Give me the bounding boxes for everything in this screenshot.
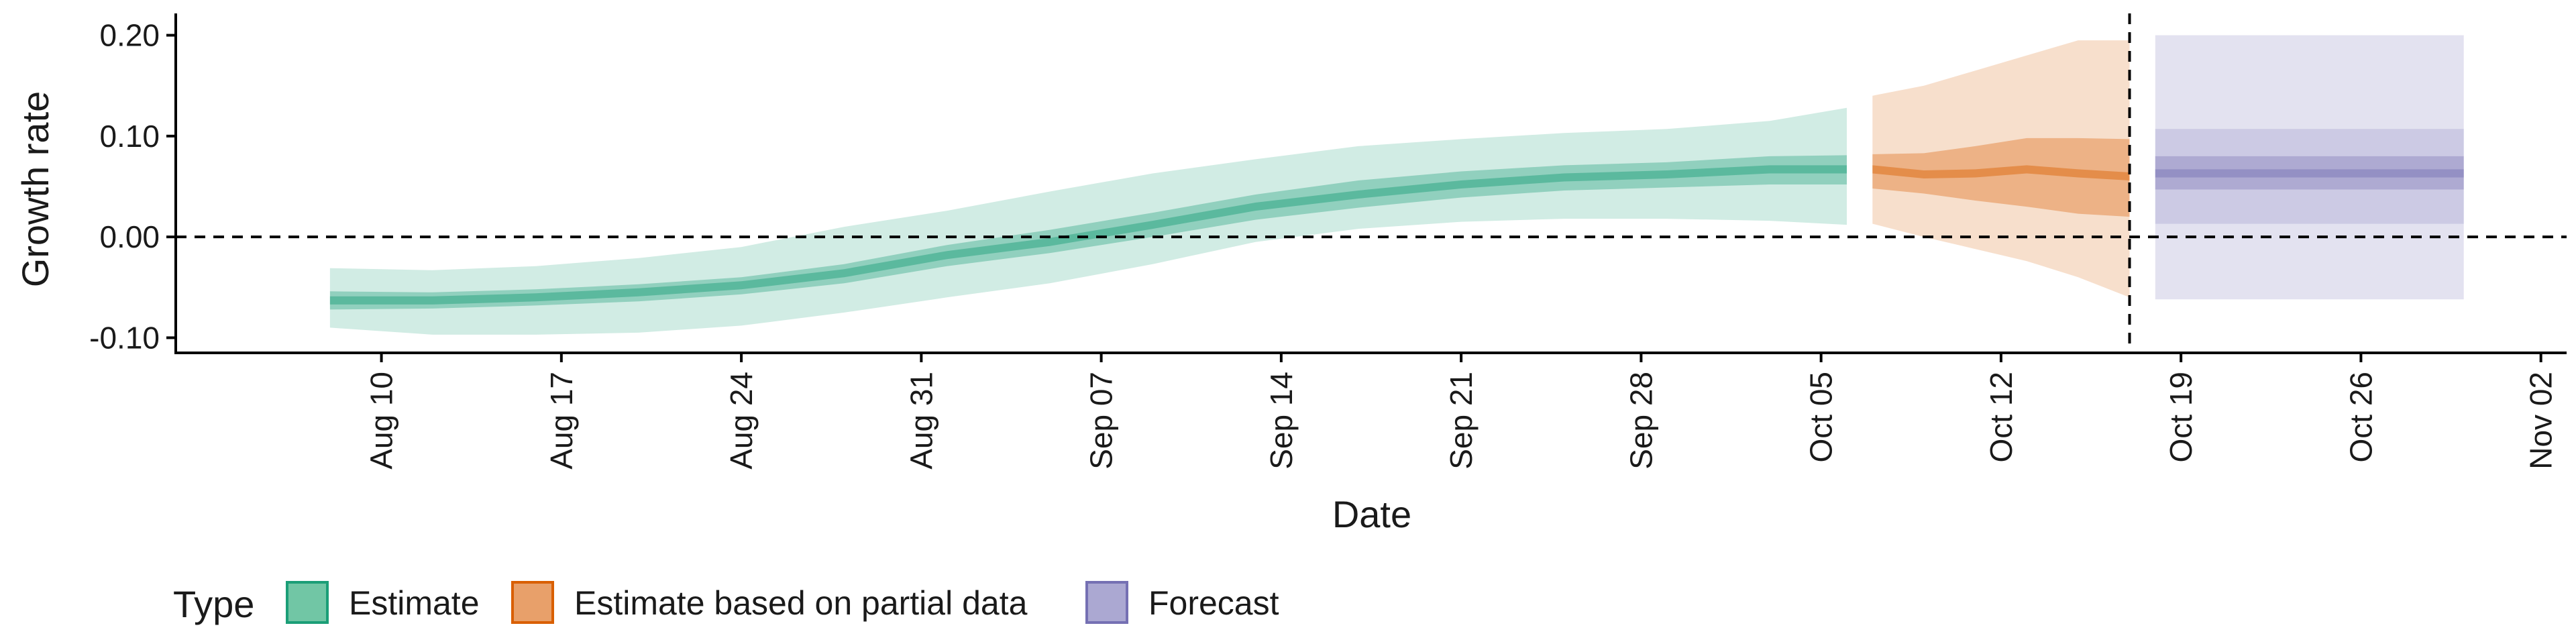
x-tick-label: Oct 05 — [1804, 372, 1839, 463]
forecast-band-95 — [2155, 35, 2464, 300]
x-tick-label: Sep 28 — [1623, 372, 1658, 470]
estimate-median-line — [329, 165, 1847, 305]
y-tick-label: 0.10 — [99, 119, 160, 154]
x-tick-label: Aug 17 — [544, 372, 579, 470]
tick-labels: 0.20 0.10 0.00 -0.10 Aug 10 Aug 17 Aug 24 Aug 3… — [89, 18, 2559, 470]
x-tick-label: Sep 21 — [1444, 372, 1479, 470]
forecast-median-line — [2155, 169, 2464, 178]
reference-lines — [176, 13, 2567, 353]
legend: Type Estimate Estimate based on partial d… — [173, 581, 1279, 625]
legend-label: Estimate — [349, 584, 480, 622]
x-tick-label: Aug 31 — [904, 372, 938, 470]
x-tick-label: Aug 24 — [724, 372, 759, 470]
forecast-legend-key — [1085, 581, 1128, 624]
estimate-based-on-partial-data-band-90 — [1872, 40, 2130, 298]
x-tick-label: Aug 10 — [364, 372, 399, 470]
y-axis-title: Growth rate — [14, 91, 56, 288]
y-tick-label: -0.10 — [89, 320, 160, 355]
legend-title: Type — [173, 583, 254, 625]
x-tick-label: Sep 07 — [1084, 372, 1119, 470]
estimate-based-on-partial-data-median-line — [1872, 165, 2130, 180]
estimate-legend-key — [286, 581, 329, 624]
legend-label: Estimate based on partial data — [574, 584, 1028, 622]
forecast-band-90 — [2155, 129, 2464, 224]
y-tick-label: 0.20 — [99, 18, 160, 53]
estimate-band-90 — [329, 107, 1847, 335]
x-tick-label: Oct 12 — [1984, 372, 2019, 463]
median-lines — [329, 165, 2464, 305]
estimate-band-50 — [329, 155, 1847, 310]
x-tick-label: Oct 19 — [2163, 372, 2198, 463]
x-tick-label: Oct 26 — [2343, 372, 2378, 463]
x-tick-label: Nov 02 — [2524, 372, 2559, 470]
y-tick-label: 0.00 — [99, 219, 160, 254]
x-axis-title: Date — [1332, 493, 1411, 535]
uncertainty-bands — [329, 35, 2464, 335]
forecast-band-50 — [2155, 156, 2464, 190]
legend-label: Forecast — [1148, 584, 1279, 622]
estimate-based-on-partial-data-legend-key — [511, 581, 554, 624]
x-tick-label: Sep 14 — [1264, 372, 1299, 470]
axes — [166, 13, 2567, 362]
estimate-based-on-partial-data-band-50 — [1872, 138, 2130, 217]
